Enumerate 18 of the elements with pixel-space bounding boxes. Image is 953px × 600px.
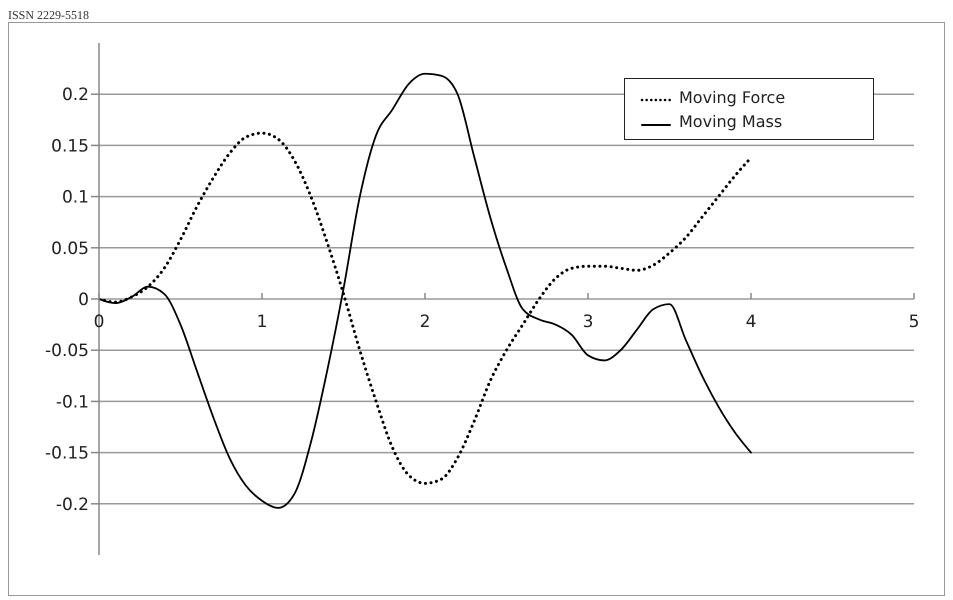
text: ISSN 2229-5518 [8, 8, 90, 22]
y-tick-label: -0.05 [45, 341, 89, 362]
legend-label: Moving Force [679, 88, 786, 106]
y-tick-label: -0.2 [56, 494, 89, 515]
y-tick-label: 0.2 [62, 85, 89, 106]
x-tick-label: 4 [746, 312, 756, 332]
x-tick-label: 2 [420, 312, 430, 332]
legend-label: Moving Mass [679, 112, 782, 130]
x-tick-label: 3 [582, 312, 594, 332]
y-tick-label: -0.15 [45, 444, 89, 464]
y-tick-label: 0 [78, 290, 89, 310]
x-tick-label: 5 [908, 312, 920, 332]
x-tick-label: 0 [94, 312, 104, 332]
y-tick-label: 0.1 [62, 188, 89, 208]
y-tick-label: -0.1 [56, 392, 89, 412]
y-tick-label: 0.15 [51, 136, 89, 156]
y-tick-label: 0.05 [51, 238, 89, 259]
x-tick-label: 1 [256, 312, 268, 332]
